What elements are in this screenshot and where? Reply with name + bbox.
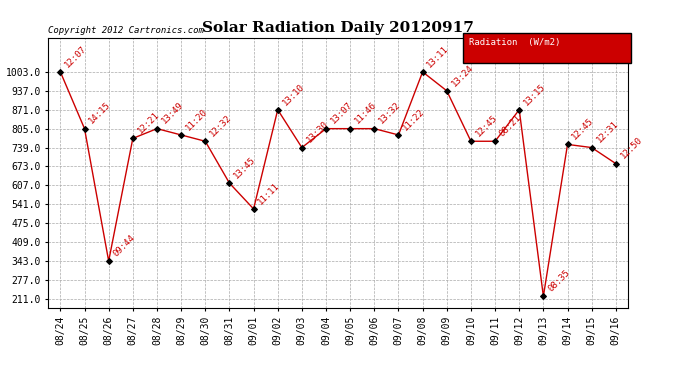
Text: 12:50: 12:50 [619,135,644,161]
Text: 13:32: 13:32 [377,100,402,126]
Point [297,145,308,151]
Point [368,126,380,132]
Text: 13:24: 13:24 [450,63,475,88]
Text: 13:49: 13:49 [160,100,185,126]
Point [465,138,476,144]
Text: 08:35: 08:35 [546,268,571,294]
Text: 08:21: 08:21 [498,113,523,138]
Point [393,132,404,138]
Text: 12:45: 12:45 [474,113,499,138]
Text: 12:45: 12:45 [571,116,595,142]
Text: 13:30: 13:30 [305,119,330,145]
Point [55,69,66,75]
Text: 12:21: 12:21 [136,110,161,136]
Point [417,69,428,75]
Point [152,126,163,132]
Point [586,145,597,151]
FancyBboxPatch shape [463,33,631,63]
Point [79,126,90,132]
Point [127,135,138,141]
Text: 12:07: 12:07 [63,44,88,69]
Text: Copyright 2012 Cartronics.com: Copyright 2012 Cartronics.com [48,26,204,35]
Point [344,126,356,132]
Point [320,126,331,132]
Point [513,107,524,113]
Text: 11:22: 11:22 [402,107,426,132]
Point [200,138,211,144]
Point [490,138,501,144]
Text: 13:15: 13:15 [522,82,547,107]
Text: 11:46: 11:46 [353,100,378,126]
Text: 13:11: 13:11 [426,44,451,69]
Point [175,132,186,138]
Point [442,88,453,94]
Point [562,141,573,147]
Text: 12:31: 12:31 [595,119,620,145]
Title: Solar Radiation Daily 20120917: Solar Radiation Daily 20120917 [202,21,474,35]
Point [538,293,549,299]
Point [272,107,284,113]
Point [104,258,115,264]
Point [610,160,621,166]
Text: 13:07: 13:07 [329,100,354,126]
Point [248,206,259,212]
Text: 12:32: 12:32 [208,113,233,138]
Text: 14:15: 14:15 [88,100,112,126]
Text: Radiation  (W/m2): Radiation (W/m2) [469,38,560,46]
Text: 11:11: 11:11 [257,181,282,206]
Text: 09:44: 09:44 [112,233,137,258]
Text: 13:45: 13:45 [233,155,257,180]
Point [224,180,235,186]
Text: 11:20: 11:20 [184,107,209,132]
Text: 13:10: 13:10 [281,82,306,107]
